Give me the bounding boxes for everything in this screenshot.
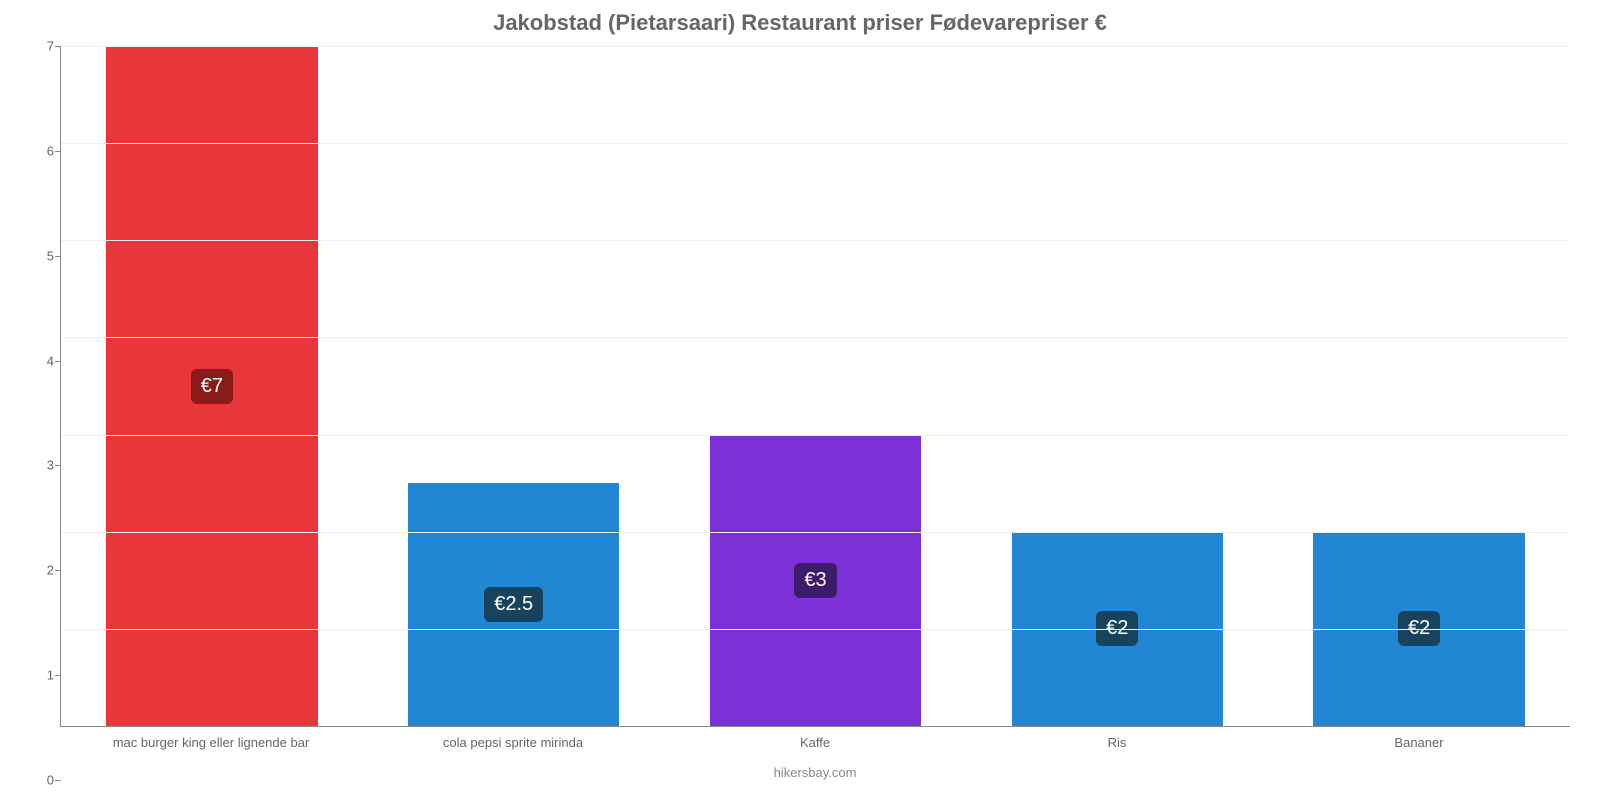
- bar-slot: €3: [665, 46, 967, 726]
- chart-footer: hikersbay.com: [60, 765, 1570, 780]
- plot-area: €7 €2.5 €3 €2€2: [60, 46, 1570, 727]
- bar: €3: [710, 435, 921, 726]
- x-axis-label: Bananer: [1268, 735, 1570, 759]
- y-tick-label: 6: [47, 143, 54, 158]
- bar-slot: €2: [966, 46, 1268, 726]
- x-axis-label: mac burger king eller lignende bar: [60, 735, 362, 759]
- x-axis-labels: mac burger king eller lignende barcola p…: [60, 735, 1570, 759]
- gridline: [61, 532, 1570, 533]
- gridline: [61, 143, 1570, 144]
- bars-row: €7 €2.5 €3 €2€2: [61, 46, 1570, 726]
- gridline: [61, 337, 1570, 338]
- x-axis-label: Ris: [966, 735, 1268, 759]
- chart-title: Jakobstad (Pietarsaari) Restaurant prise…: [30, 10, 1570, 36]
- gridline: [61, 46, 1570, 47]
- y-tick-label: 7: [47, 39, 54, 54]
- bar-slot: €2: [1268, 46, 1570, 726]
- gridline: [61, 435, 1570, 436]
- bar: €7: [106, 46, 317, 726]
- bar-value-badge: €2.5: [484, 587, 543, 622]
- y-tick-label: 4: [47, 353, 54, 368]
- y-tick-label: 3: [47, 458, 54, 473]
- y-tick-label: 0: [47, 773, 54, 788]
- y-tick-label: 1: [47, 668, 54, 683]
- bar-slot: €2.5: [363, 46, 665, 726]
- bar-slot: €7: [61, 46, 363, 726]
- gridline: [61, 240, 1570, 241]
- bar-value-badge: €7: [191, 369, 233, 404]
- y-tick-label: 2: [47, 563, 54, 578]
- x-axis-label: Kaffe: [664, 735, 966, 759]
- gridline: [61, 629, 1570, 630]
- chart-container: 01234567 €7€2.5€3€2€2 mac burger king el…: [30, 46, 1570, 780]
- y-axis: 01234567: [30, 46, 60, 780]
- bar-value-badge: €3: [794, 563, 836, 598]
- x-axis-label: cola pepsi sprite mirinda: [362, 735, 664, 759]
- bar: €2.5: [408, 483, 619, 726]
- y-tick-mark: [55, 780, 61, 781]
- plot-wrapper: €7 €2.5 €3 €2€2 mac burger king eller ligne…: [60, 46, 1570, 780]
- y-tick-label: 5: [47, 248, 54, 263]
